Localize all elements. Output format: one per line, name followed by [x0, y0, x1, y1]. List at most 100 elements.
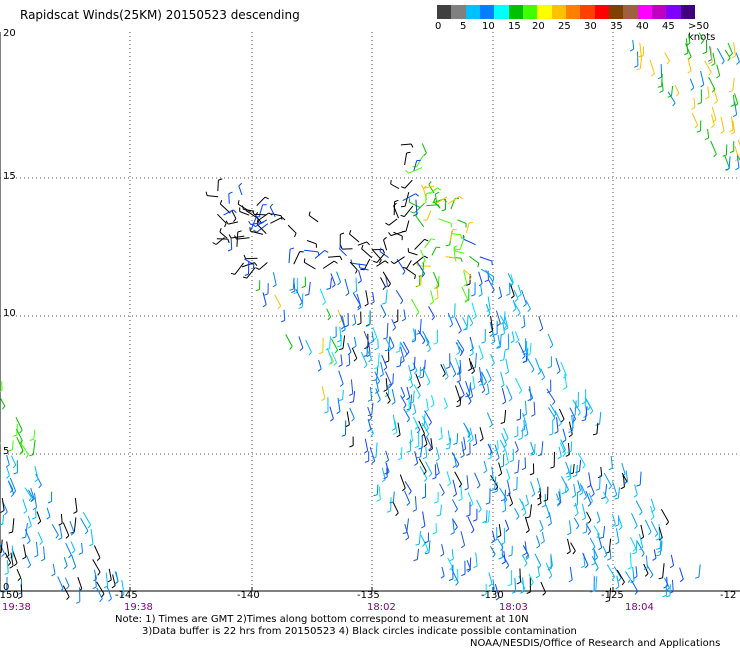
- wind-barb-icon: [269, 206, 276, 218]
- wind-barb-flag: [567, 477, 572, 481]
- wind-barb-icon: [258, 262, 268, 270]
- wind-barb-flag: [587, 503, 592, 507]
- wind-barb-flag: [568, 430, 573, 433]
- wind-barb-icon: [463, 269, 472, 277]
- wind-barb-icon: [419, 465, 428, 479]
- wind-barb-flag: [321, 397, 326, 402]
- wind-barb-icon: [308, 214, 319, 223]
- wind-barb-flag: [406, 450, 411, 453]
- wind-barb-flag: [656, 554, 661, 557]
- wind-barb-icon: [421, 422, 430, 435]
- wind-barb-icon: [449, 361, 457, 375]
- wind-barb-icon: [567, 538, 571, 552]
- wind-barb-flag: [618, 526, 623, 531]
- wind-barb-flag: [29, 438, 34, 441]
- wind-barb-icon: [687, 57, 692, 71]
- wind-barb-icon: [504, 315, 509, 329]
- wind-barb-flag: [608, 485, 612, 490]
- wind-barb-flag: [470, 529, 475, 534]
- wind-barb-flag: [433, 197, 436, 202]
- wind-barb-flag: [636, 68, 641, 71]
- wind-barb-flag: [456, 405, 461, 408]
- wind-barb-flag: [721, 60, 725, 65]
- wind-barb-flag: [650, 574, 654, 579]
- wind-barb-icon: [428, 184, 435, 194]
- wind-barb-icon: [724, 49, 731, 59]
- wind-barb-flag: [388, 348, 392, 353]
- wind-barb-icon: [375, 442, 378, 458]
- wind-barb-icon: [293, 251, 301, 265]
- wind-barb-flag: [708, 71, 712, 76]
- wind-barb-flag: [327, 316, 331, 321]
- wind-barb-flag: [467, 434, 471, 438]
- wind-barb-flag: [687, 70, 692, 74]
- wind-barb-flag: [361, 244, 364, 249]
- wind-barb-icon: [559, 442, 567, 454]
- wind-barb-flag: [504, 438, 509, 442]
- wind-barb-icon: [625, 571, 631, 580]
- wind-barb-icon: [358, 270, 362, 281]
- wind-barb-flag: [496, 323, 501, 327]
- wind-barb-icon: [609, 548, 612, 559]
- wind-barb-flag: [618, 577, 622, 582]
- wind-barb-icon: [534, 553, 542, 566]
- wind-barb-icon: [488, 572, 493, 584]
- wind-barb-flag: [0, 510, 5, 513]
- wind-barb-icon: [426, 210, 432, 221]
- wind-barb-icon: [693, 97, 696, 108]
- wind-barb-icon: [481, 371, 487, 383]
- wind-barb-flag: [425, 427, 429, 432]
- wind-barb-flag: [629, 48, 634, 52]
- wind-barb-flag: [524, 562, 528, 567]
- wind-barb-icon: [459, 396, 462, 406]
- wind-barb-icon: [408, 251, 418, 256]
- wind-barb-icon: [570, 542, 576, 552]
- wind-barb-icon: [461, 441, 465, 456]
- wind-barb-flag: [255, 267, 260, 270]
- wind-barb-icon: [422, 367, 425, 377]
- wind-barb-icon: [471, 302, 477, 317]
- wind-barb-icon: [355, 277, 358, 292]
- wind-barb-icon: [51, 523, 59, 536]
- wind-barb-flag: [5, 555, 10, 558]
- wind-barb-flag: [379, 373, 384, 378]
- wind-barb-flag: [463, 283, 468, 287]
- wind-barb-flag: [410, 368, 415, 372]
- wind-barb-flag: [339, 348, 344, 351]
- wind-barb-flag: [504, 499, 508, 504]
- wind-barb-flag: [483, 470, 488, 474]
- wind-barb-icon: [724, 155, 730, 169]
- wind-barb-icon: [80, 518, 89, 532]
- wind-barb-flag: [493, 333, 498, 336]
- wind-barb-icon: [392, 373, 394, 384]
- wind-barb-flag: [280, 215, 283, 220]
- wind-barb-icon: [250, 216, 257, 230]
- longitude-label: -150: [0, 590, 19, 601]
- wind-barb-icon: [255, 219, 268, 228]
- wind-barb-flag: [431, 316, 435, 321]
- wind-barb-flag: [496, 346, 501, 349]
- wind-barb-flag: [729, 53, 733, 57]
- wind-barb-flag: [526, 591, 531, 594]
- wind-barb-icon: [734, 93, 739, 104]
- wind-barb-icon: [423, 413, 426, 426]
- wind-barb-flag: [242, 205, 244, 210]
- wind-barb-icon: [73, 517, 77, 533]
- colorbar-segment: [637, 5, 652, 19]
- wind-barb-flag: [368, 417, 372, 422]
- wind-barb-icon: [498, 524, 502, 536]
- wind-barb-flag: [372, 379, 377, 382]
- wind-barb-flag: [524, 433, 529, 437]
- wind-barb-icon: [365, 347, 372, 360]
- wind-barb-flag: [690, 87, 695, 91]
- wind-barb-icon: [494, 583, 500, 598]
- wind-barb-icon: [507, 273, 514, 284]
- wind-barb-flag: [419, 376, 424, 379]
- wind-barb-flag: [572, 550, 576, 555]
- wind-barb-icon: [108, 568, 112, 580]
- wind-barb-icon: [586, 511, 592, 521]
- wind-barb-icon: [463, 270, 468, 285]
- wind-barb-flag: [446, 442, 451, 446]
- wind-barb-icon: [422, 330, 430, 344]
- wind-barb-icon: [400, 342, 408, 355]
